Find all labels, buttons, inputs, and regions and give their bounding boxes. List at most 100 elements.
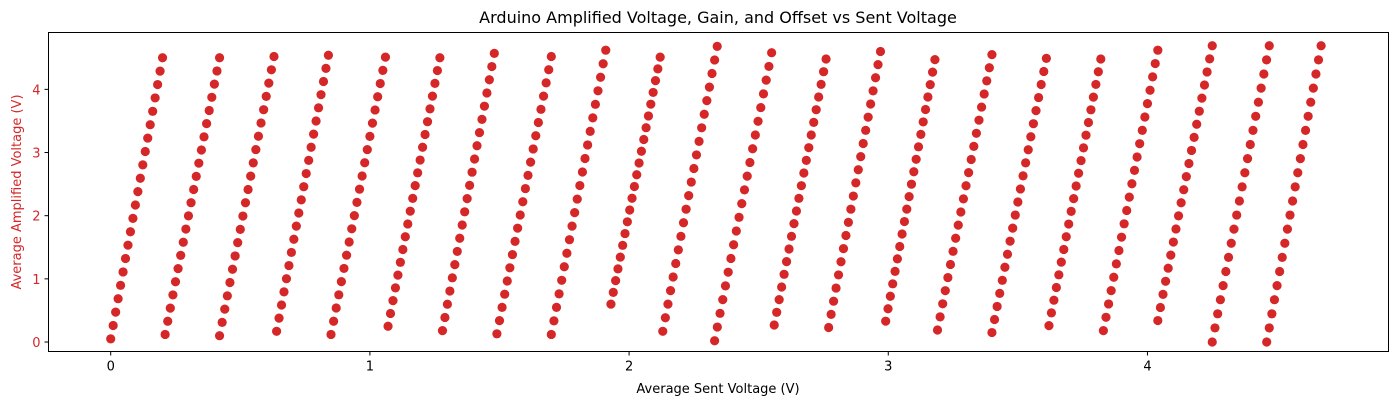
data-point <box>427 91 438 101</box>
data-point <box>1181 172 1191 182</box>
data-point <box>699 109 709 119</box>
data-point <box>520 183 531 194</box>
data-point <box>1122 205 1132 216</box>
data-point <box>796 181 806 191</box>
data-point <box>1093 67 1103 77</box>
data-point <box>311 116 321 126</box>
data-point <box>848 191 858 201</box>
plot-frame <box>48 32 1389 352</box>
data-point <box>615 252 625 262</box>
data-point <box>1051 282 1061 293</box>
data-point <box>518 197 528 207</box>
data-point <box>479 101 490 111</box>
data-point <box>286 247 296 258</box>
data-point <box>544 65 554 75</box>
data-point <box>1259 69 1269 79</box>
data-point <box>227 264 238 274</box>
data-point <box>1010 210 1020 220</box>
data-point <box>186 198 196 208</box>
data-point <box>868 86 878 96</box>
data-point <box>1251 111 1261 121</box>
data-point <box>911 154 921 164</box>
data-point <box>261 91 271 101</box>
data-point <box>1083 117 1094 128</box>
data-point <box>1069 194 1079 204</box>
data-point <box>1071 181 1081 191</box>
data-point <box>1109 272 1119 282</box>
data-point <box>1086 105 1096 115</box>
data-point <box>130 200 140 210</box>
data-point <box>1199 80 1210 90</box>
data-point <box>1116 232 1127 242</box>
data-point <box>608 287 618 297</box>
data-point <box>1264 41 1274 51</box>
data-point <box>1041 53 1051 64</box>
data-point <box>1295 154 1305 164</box>
data-point <box>828 296 839 306</box>
data-point <box>1277 252 1287 262</box>
data-point <box>304 155 314 165</box>
data-point <box>390 283 401 293</box>
data-point <box>334 290 344 300</box>
y-tick-label: 2 <box>32 210 40 225</box>
data-point <box>502 276 512 286</box>
data-point <box>1064 219 1074 229</box>
data-point <box>838 244 849 254</box>
data-point <box>1262 337 1272 347</box>
data-point <box>943 272 953 283</box>
data-point <box>729 240 739 250</box>
data-point <box>816 79 826 89</box>
data-point <box>938 299 948 309</box>
x-tick-label: 3 <box>884 360 892 375</box>
data-point <box>904 192 914 202</box>
data-point <box>665 285 676 296</box>
data-point <box>575 180 585 191</box>
data-point <box>123 240 133 250</box>
data-point <box>606 299 616 309</box>
data-point <box>858 138 868 149</box>
data-point <box>710 336 720 346</box>
data-point <box>181 224 191 234</box>
data-point <box>1021 158 1031 168</box>
data-point <box>1018 171 1028 181</box>
data-point <box>1311 69 1321 79</box>
data-point <box>570 208 580 218</box>
data-point <box>214 53 225 63</box>
data-point <box>378 65 388 75</box>
data-point <box>289 234 299 244</box>
data-point <box>841 230 851 241</box>
data-point <box>246 171 256 181</box>
data-point <box>951 233 961 243</box>
data-point <box>940 286 950 296</box>
data-point <box>1046 308 1057 318</box>
data-point <box>507 249 518 260</box>
data-point <box>1036 79 1046 90</box>
data-point <box>1061 232 1071 242</box>
data-point <box>243 184 253 195</box>
data-point <box>870 73 881 83</box>
data-point <box>1197 93 1207 103</box>
data-point <box>1176 198 1186 208</box>
data-point <box>145 120 155 130</box>
data-point <box>1275 266 1285 277</box>
data-point <box>462 194 472 204</box>
data-point <box>801 155 811 165</box>
data-point <box>294 208 304 218</box>
data-point <box>296 195 306 205</box>
data-point <box>833 270 844 280</box>
data-point <box>153 79 163 90</box>
data-point <box>111 307 121 317</box>
data-point <box>442 299 452 309</box>
data-point <box>450 260 460 270</box>
data-point <box>622 217 632 227</box>
data-point <box>329 316 339 326</box>
data-point <box>417 142 428 152</box>
data-point <box>183 211 194 221</box>
data-point <box>686 177 696 187</box>
data-point <box>969 141 979 152</box>
data-point <box>1261 55 1272 65</box>
data-point <box>253 131 264 141</box>
data-point <box>354 184 365 194</box>
data-point <box>437 326 448 336</box>
